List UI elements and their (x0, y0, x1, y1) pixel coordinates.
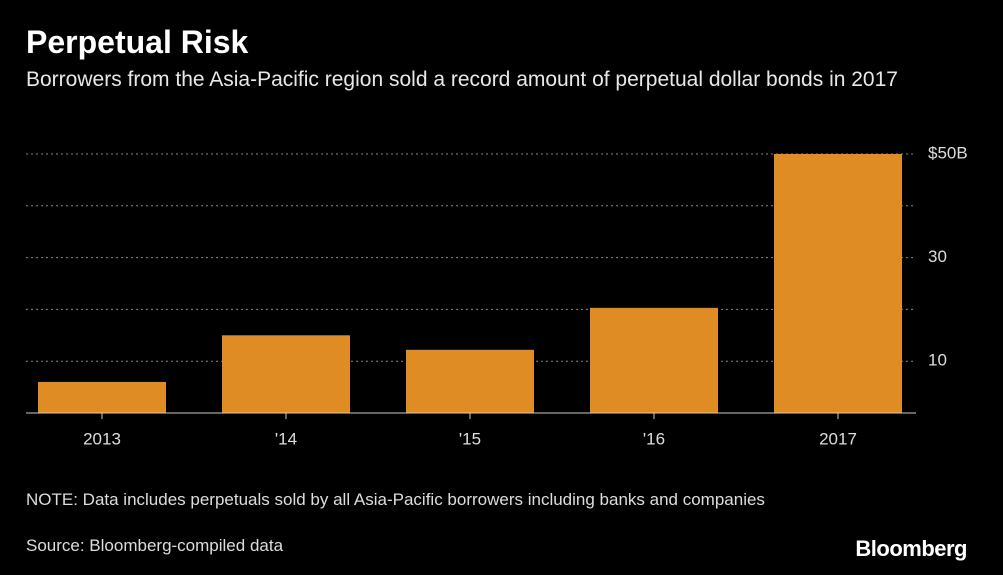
x-tick-label: 2017 (819, 429, 857, 448)
x-tick-label: 2013 (83, 429, 121, 448)
y-tick-label: $50B (928, 143, 968, 162)
source: Source: Bloomberg-compiled data (26, 536, 284, 555)
bar (774, 154, 902, 413)
bar (406, 349, 534, 413)
y-tick-label: 10 (928, 351, 947, 370)
chart-title: Perpetual Risk (26, 24, 249, 60)
y-tick-label: 30 (928, 247, 947, 266)
x-tick-label: '16 (643, 429, 665, 448)
note: NOTE: Data includes perpetuals sold by a… (26, 490, 765, 509)
bar (38, 381, 166, 413)
bar (222, 335, 350, 413)
x-tick-label: '14 (275, 429, 297, 448)
x-tick-label: '15 (459, 429, 481, 448)
chart-subtitle: Borrowers from the Asia-Pacific region s… (26, 68, 898, 91)
bar (590, 307, 718, 413)
brand-logo: Bloomberg (855, 536, 967, 561)
